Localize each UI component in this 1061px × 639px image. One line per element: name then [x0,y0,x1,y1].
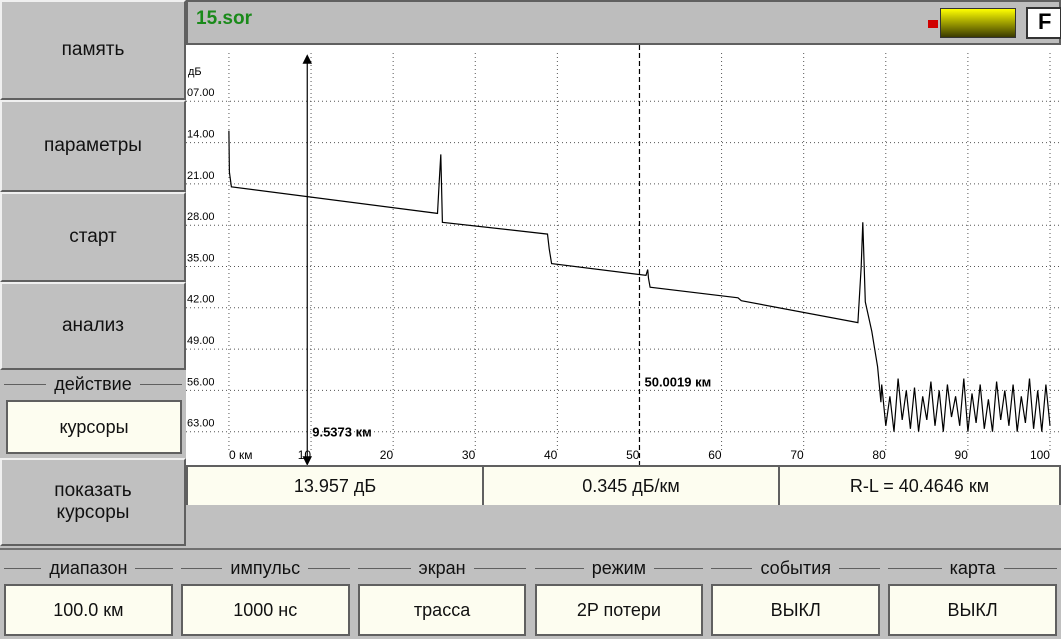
label-text: импульс [222,557,309,579]
label-text: диапазон [41,557,136,579]
trace-chart: дБ 07.00 14.00 21.00 28.00 35.00 42.00 49.00 56… [186,45,1061,465]
setting-value[interactable]: ВЫКЛ [711,584,881,636]
x-tick-label: 50 [626,448,640,462]
label-text: действие [46,373,140,395]
separator [0,548,1061,550]
readout: 13.957 дБ [188,467,484,505]
label-text: события [752,557,839,579]
y-tick-label: 63.00 [187,418,215,430]
group-label: карта [884,554,1061,582]
y-tick-label: 49.00 [187,335,215,347]
x-tick-label: 90 [955,448,969,462]
trace [228,130,1051,432]
setting-value[interactable]: 2P потери [534,584,704,636]
cursor-label: 9.5373 км [312,424,372,439]
x-tick-label: 30 [462,448,476,462]
readout: 0.345 дБ/км [484,467,780,505]
x-tick-label: 80 [872,448,886,462]
menu-button[interactable]: память [0,0,186,100]
group-label: экран [354,554,531,582]
readout: R-L = 40.4646 км [780,467,1059,505]
setting-value[interactable]: ВЫКЛ [888,584,1057,636]
x-tick-label: 100 [1030,448,1050,462]
menu-button[interactable]: старт [0,192,186,282]
setting-value[interactable]: трасса [357,584,527,636]
group-label: импульс [177,554,354,582]
y-tick-label: 35.00 [187,252,215,264]
x-tick-label: 20 [380,448,394,462]
x-tick-label: 40 [544,448,558,462]
level-meter [940,8,1016,38]
menu-button[interactable]: анализ [0,282,186,370]
x-tick-label: 0 км [229,448,253,462]
y-tick-label: 14.00 [187,129,215,141]
file-name: 15.sor [196,8,252,29]
x-tick-label: 70 [790,448,804,462]
group-label: диапазон [0,554,177,582]
label-text: экран [410,557,474,579]
plot-bg [186,45,1061,465]
x-tick-label: 10 [298,448,312,462]
y-tick-label: 07.00 [187,87,215,99]
group-label: действие [0,370,186,398]
title-bar: 15.sor F [186,0,1061,45]
setting-value[interactable]: 1000 нс [180,584,350,636]
x-tick-label: 60 [708,448,722,462]
group-label: режим [531,554,708,582]
menu-button[interactable]: параметры [0,100,186,192]
indicator [928,20,938,28]
flag-box[interactable]: F [1026,7,1061,39]
action-value[interactable]: курсоры [6,400,182,454]
show-cursors-button[interactable]: показать курсоры [0,458,186,546]
label-text: режим [583,557,655,579]
label-text: карта [941,557,1004,579]
y-unit: дБ [188,66,202,78]
y-tick-label: 28.00 [187,211,215,223]
setting-value[interactable]: 100.0 км [4,584,173,636]
group-label: события [707,554,884,582]
cursor-label: 50.0019 км [644,374,711,389]
y-tick-label: 21.00 [187,170,215,182]
y-tick-label: 56.00 [187,376,215,388]
y-tick-label: 42.00 [187,294,215,306]
